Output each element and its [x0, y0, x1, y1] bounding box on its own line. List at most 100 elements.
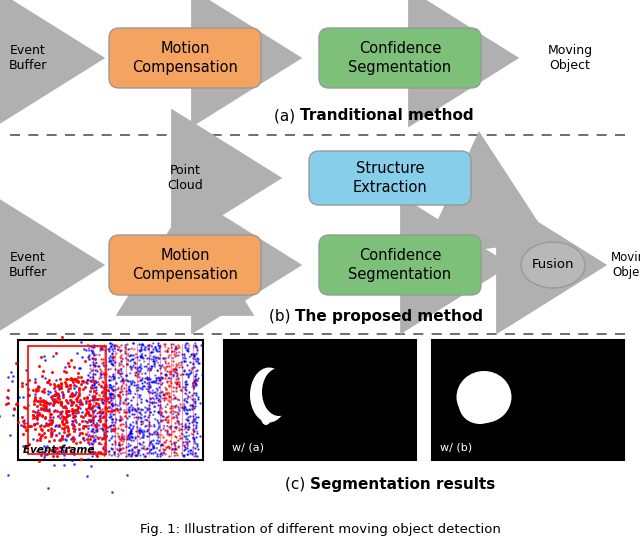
Point: [160, 342, 170, 351]
Point: [38, 366, 48, 375]
Point: [76, 373, 86, 382]
Point: [141, 396, 152, 405]
Point: [170, 377, 180, 386]
Point: [46, 392, 56, 401]
Point: [39, 428, 49, 437]
Point: [61, 417, 72, 426]
Point: [69, 412, 79, 421]
Point: [56, 398, 66, 407]
Point: [106, 356, 116, 365]
Point: [119, 384, 129, 392]
Text: (c): (c): [285, 477, 310, 492]
Point: [11, 359, 21, 367]
Point: [151, 356, 161, 365]
Point: [114, 368, 124, 377]
Point: [108, 440, 118, 448]
Point: [77, 421, 88, 430]
Point: [160, 347, 170, 356]
Point: [99, 362, 109, 371]
Point: [103, 407, 113, 416]
Point: [122, 405, 132, 413]
Point: [175, 382, 185, 391]
Point: [156, 441, 166, 450]
Point: [164, 374, 175, 382]
Point: [40, 413, 51, 422]
Point: [141, 421, 152, 430]
Point: [61, 382, 71, 391]
Point: [111, 385, 122, 394]
Point: [3, 393, 13, 402]
Point: [107, 360, 117, 369]
Point: [188, 380, 198, 389]
Point: [104, 413, 115, 422]
Point: [95, 403, 105, 412]
Point: [152, 444, 162, 453]
Point: [135, 429, 145, 438]
Point: [136, 426, 146, 435]
Point: [114, 342, 124, 351]
Point: [86, 365, 96, 374]
Point: [134, 377, 144, 386]
Point: [163, 352, 173, 361]
Point: [138, 444, 148, 453]
Point: [150, 415, 160, 423]
Point: [38, 403, 49, 412]
Point: [168, 347, 179, 356]
Point: [163, 416, 173, 425]
Point: [86, 442, 97, 451]
Point: [134, 363, 145, 372]
Point: [36, 425, 46, 433]
Point: [143, 366, 153, 375]
Point: [68, 421, 79, 430]
Point: [128, 377, 138, 386]
Point: [125, 361, 136, 370]
Point: [157, 440, 168, 448]
Point: [159, 415, 170, 423]
Point: [168, 410, 179, 418]
Text: Event frame: Event frame: [23, 445, 94, 455]
Point: [127, 363, 138, 372]
Point: [56, 380, 66, 388]
Point: [61, 417, 71, 426]
Point: [163, 411, 173, 420]
Point: [128, 424, 138, 433]
Point: [115, 387, 125, 396]
Point: [119, 431, 129, 440]
Point: [122, 432, 132, 441]
Point: [32, 413, 42, 422]
Point: [168, 361, 178, 370]
Point: [56, 381, 67, 390]
Point: [70, 375, 80, 384]
Point: [161, 413, 172, 422]
Point: [122, 376, 132, 385]
Point: [85, 405, 95, 414]
Point: [88, 372, 98, 381]
Point: [165, 382, 175, 391]
Point: [172, 450, 182, 459]
Point: [85, 416, 95, 425]
Point: [176, 403, 186, 412]
Point: [97, 344, 108, 352]
Point: [123, 351, 133, 360]
Point: [50, 447, 60, 456]
Point: [42, 406, 52, 415]
Point: [189, 397, 200, 406]
Point: [104, 376, 115, 385]
Point: [160, 389, 170, 398]
Point: [99, 441, 109, 450]
Point: [99, 381, 109, 390]
Point: [30, 393, 40, 402]
Point: [9, 405, 19, 413]
Point: [71, 381, 81, 390]
Point: [140, 415, 150, 424]
Point: [106, 443, 116, 452]
Point: [161, 393, 172, 402]
Point: [22, 401, 33, 410]
Point: [71, 387, 81, 396]
Point: [108, 355, 118, 364]
Point: [115, 434, 125, 443]
Point: [53, 381, 63, 390]
Point: [92, 427, 102, 436]
Point: [161, 435, 171, 444]
Point: [41, 402, 51, 411]
